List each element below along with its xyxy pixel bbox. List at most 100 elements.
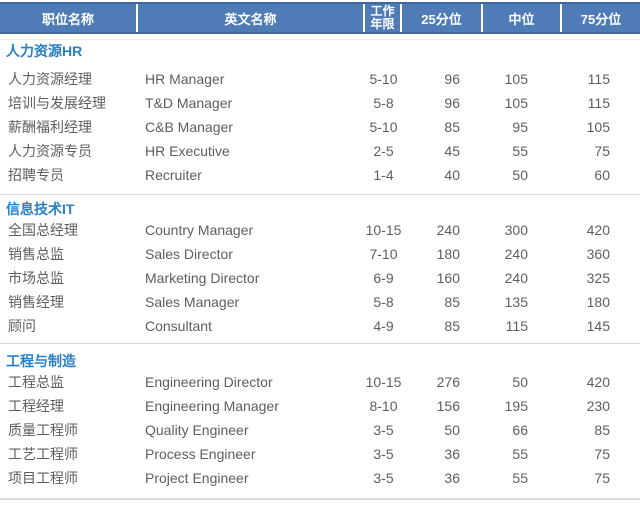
cell-median: 105 [504, 95, 528, 111]
cell-years: 3-5 [373, 446, 394, 462]
cell-median: 55 [512, 446, 528, 462]
cell-position-cn: 工艺工程师 [8, 446, 78, 462]
cell-p75: 115 [587, 71, 610, 87]
cell-p25: 160 [436, 270, 460, 286]
section-divider [0, 194, 640, 195]
cell-p25: 36 [444, 446, 460, 462]
cell-median: 55 [512, 470, 528, 486]
cell-position-cn: 培训与发展经理 [8, 95, 106, 111]
cell-position-cn: 工程经理 [8, 398, 64, 414]
cell-years: 5-10 [369, 119, 398, 135]
cell-position-cn: 销售经理 [8, 294, 64, 310]
cell-years: 10-15 [365, 222, 402, 238]
cell-position-cn: 薪酬福利经理 [8, 119, 92, 135]
cell-p75: 85 [594, 422, 610, 438]
header-underline [0, 39, 640, 40]
table-row: 薪酬福利经理 C&B Manager 5-10 85 95 105 [0, 115, 640, 139]
table-row: 项目工程师 Project Engineer 3-5 36 55 75 [0, 466, 640, 490]
cell-position-en: Engineering Manager [145, 398, 279, 414]
cell-position-cn: 顾问 [8, 318, 36, 334]
cell-position-en: Sales Manager [145, 294, 240, 310]
cell-position-en: Quality Engineer [145, 422, 249, 438]
cell-p25: 180 [436, 246, 460, 262]
cell-position-cn: 销售总监 [8, 246, 64, 262]
cell-median: 240 [504, 246, 528, 262]
cell-median: 105 [504, 71, 528, 87]
table-body: 人力资源HR 人力资源经理 HR Manager 5-10 96 105 115… [0, 42, 640, 500]
column-header-median: 中位 [483, 4, 562, 32]
cell-position-en: HR Manager [145, 71, 225, 87]
cell-p75: 420 [586, 374, 610, 390]
cell-position-en: Project Engineer [145, 470, 249, 486]
section-divider [0, 343, 640, 344]
cell-p75: 75 [594, 446, 610, 462]
cell-median: 300 [504, 222, 528, 238]
column-header-work-years: 工作 年限 [365, 4, 402, 32]
table-row: 工程总监 Engineering Director 10-15 276 50 4… [0, 370, 640, 394]
cell-years: 10-15 [365, 374, 402, 390]
table-section: 信息技术IT 全国总经理 Country Manager 10-15 240 3… [0, 200, 640, 344]
column-header-position-cn: 职位名称 [0, 4, 138, 32]
cell-position-en: T&D Manager [145, 95, 233, 111]
cell-p75: 75 [594, 143, 610, 159]
cell-position-en: Recruiter [145, 167, 202, 183]
cell-p25: 45 [444, 143, 460, 159]
cell-median: 66 [512, 422, 528, 438]
cell-position-cn: 工程总监 [8, 374, 64, 390]
cell-position-cn: 人力资源经理 [8, 71, 92, 87]
cell-p25: 96 [444, 95, 460, 111]
table-row: 招聘专员 Recruiter 1-4 40 50 60 [0, 163, 640, 187]
section-title: 人力资源HR [6, 43, 83, 59]
cell-position-cn: 招聘专员 [8, 167, 64, 183]
cell-p25: 36 [444, 470, 460, 486]
cell-median: 195 [504, 398, 528, 414]
column-header-position-en: 英文名称 [138, 4, 365, 32]
table-section: 工程与制造 工程总监 Engineering Director 10-15 27… [0, 352, 640, 500]
cell-median: 50 [512, 167, 528, 183]
cell-p25: 156 [436, 398, 460, 414]
table-row: 工艺工程师 Process Engineer 3-5 36 55 75 [0, 442, 640, 466]
cell-years: 4-9 [373, 318, 394, 334]
cell-position-en: C&B Manager [145, 119, 233, 135]
table-section: 人力资源HR 人力资源经理 HR Manager 5-10 96 105 115… [0, 42, 640, 195]
table-row: 人力资源经理 HR Manager 5-10 96 105 115 [0, 67, 640, 91]
cell-years: 1-4 [373, 167, 394, 183]
cell-position-en: Marketing Director [145, 270, 260, 286]
table-row: 全国总经理 Country Manager 10-15 240 300 420 [0, 218, 640, 242]
cell-position-en: Consultant [145, 318, 212, 334]
table-row: 工程经理 Engineering Manager 8-10 156 195 23… [0, 394, 640, 418]
cell-years: 5-8 [373, 294, 394, 310]
cell-median: 135 [504, 294, 528, 310]
section-rows: 工程总监 Engineering Director 10-15 276 50 4… [0, 370, 640, 490]
section-divider [0, 498, 640, 500]
cell-median: 240 [504, 270, 528, 286]
table-row: 人力资源专员 HR Executive 2-5 45 55 75 [0, 139, 640, 163]
cell-position-cn: 项目工程师 [8, 470, 78, 486]
cell-position-en: HR Executive [145, 143, 230, 159]
cell-p75: 105 [586, 119, 610, 135]
cell-years: 2-5 [373, 143, 394, 159]
cell-p25: 85 [444, 119, 460, 135]
cell-p75: 325 [586, 270, 610, 286]
cell-p25: 50 [444, 422, 460, 438]
cell-p75: 360 [586, 246, 610, 262]
cell-position-en: Sales Director [145, 246, 233, 262]
column-header-p25: 25分位 [402, 4, 483, 32]
cell-p75: 180 [586, 294, 610, 310]
cell-p25: 40 [444, 167, 460, 183]
cell-median: 50 [512, 374, 528, 390]
cell-years: 3-5 [373, 470, 394, 486]
table-header-row: 职位名称 英文名称 工作 年限 25分位 中位 75分位 [0, 2, 640, 34]
cell-p75: 75 [594, 470, 610, 486]
section-rows: 全国总经理 Country Manager 10-15 240 300 420 … [0, 218, 640, 338]
cell-years: 5-10 [369, 71, 398, 87]
cell-p75: 145 [586, 318, 610, 334]
table-row: 培训与发展经理 T&D Manager 5-8 96 105 115 [0, 91, 640, 115]
cell-p25: 240 [436, 222, 460, 238]
cell-p75: 230 [586, 398, 610, 414]
cell-years: 8-10 [369, 398, 398, 414]
cell-p75: 60 [594, 167, 610, 183]
cell-median: 115 [505, 318, 528, 334]
column-header-p75: 75分位 [580, 11, 622, 27]
